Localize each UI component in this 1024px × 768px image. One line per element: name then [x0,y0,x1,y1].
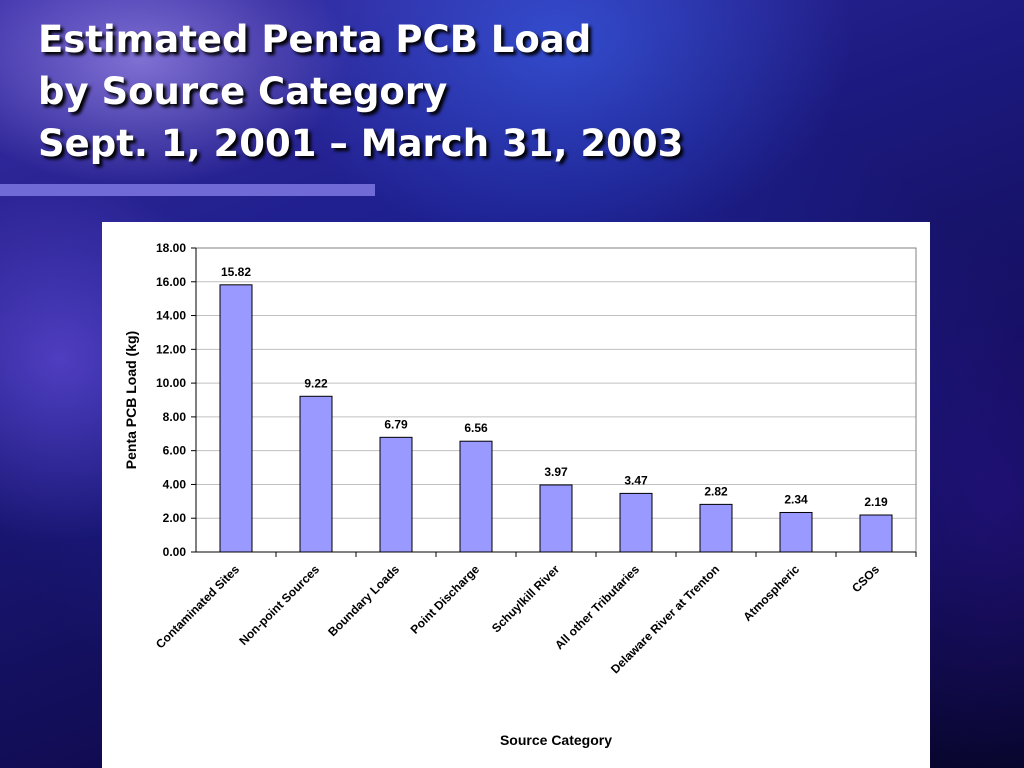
x-category-label: Boundary Loads [325,562,402,639]
y-tick-label: 8.00 [163,410,187,424]
data-label: 6.56 [464,421,488,435]
y-axis-title: Penta PCB Load (kg) [123,331,139,469]
bar [859,514,893,553]
slide-title-line-1: Estimated Penta PCB Load [38,18,592,61]
bar [619,492,653,553]
y-tick-label: 10.00 [156,376,186,390]
data-label: 2.34 [784,492,808,506]
data-labels: 15.82 9.22 6.79 6.56 3.97 3.47 2.82 2.34 2.19 [221,265,888,509]
x-category-label: Contaminated Sites [153,562,242,651]
y-tick-label: 12.00 [156,342,186,356]
y-tick-label: 0.00 [163,545,187,559]
bar [379,436,413,553]
bar [299,395,333,553]
chart-panel: 0.00 2.00 4.00 6.00 8.00 10.00 12.00 14.00 16.00… [102,222,930,768]
bars [219,284,893,553]
y-tick-label: 4.00 [163,477,187,491]
y-axis-ticks: 0.00 2.00 4.00 6.00 8.00 10.00 12.00 14.00 16.00… [156,241,196,559]
y-tick-label: 16.00 [156,275,186,289]
data-label: 15.82 [221,265,251,279]
slide-title: Estimated Penta PCB Load by Source Categ… [38,14,683,170]
data-label: 3.97 [544,465,568,479]
bar [459,440,493,553]
slide-title-line-2: by Source Category [38,70,448,113]
title-underline-bar [0,184,375,196]
slide-title-line-3: Sept. 1, 2001 – March 31, 2003 [38,122,684,165]
y-tick-label: 6.00 [163,444,187,458]
data-label: 2.19 [864,495,888,509]
data-label: 3.47 [624,473,648,487]
y-tick-label: 18.00 [156,241,186,255]
y-tick-label: 2.00 [163,511,187,525]
bar-chart: 0.00 2.00 4.00 6.00 8.00 10.00 12.00 14.00 16.00… [123,241,917,748]
data-label: 2.82 [704,484,728,498]
bar [539,484,573,553]
data-label: 6.79 [384,417,408,431]
x-category-label: Point Discharge [408,562,483,637]
data-label: 9.22 [304,376,328,390]
x-category-label: Schuylkill River [489,562,562,635]
bar [699,503,733,553]
x-category-label: Non-point Sources [236,562,322,648]
x-axis-title: Source Category [500,732,612,748]
x-category-label: All other Tributaries [552,562,642,652]
bar [219,284,253,553]
x-category-label: Atmospheric [740,562,802,624]
x-category-label: CSOs [849,562,882,595]
axes [195,247,917,557]
bar [779,511,813,553]
y-tick-label: 14.00 [156,309,186,323]
